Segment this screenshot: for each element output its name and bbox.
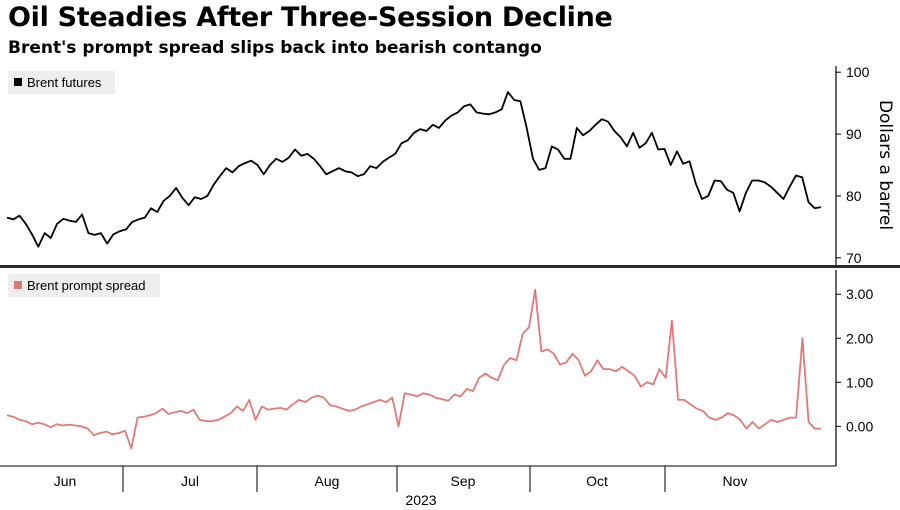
- panel-divider: [0, 265, 900, 268]
- top-y-axis-label: Dollars a barrel: [875, 100, 895, 230]
- prompt-spread-series: [6, 288, 821, 450]
- top-y-tick-label: 80: [846, 188, 862, 204]
- bottom-y-tick-label: 2.00: [846, 330, 873, 346]
- top-legend-swatch: [14, 78, 22, 86]
- top-legend-label: Brent futures: [27, 75, 102, 90]
- x-tick-label: Aug: [315, 473, 340, 489]
- x-tick-label: Jul: [181, 473, 199, 489]
- brent-futures-panel: 70 80 90 100 Brent futures Dollars a barrel: [6, 64, 895, 266]
- bottom-legend: Brent prompt spread: [8, 274, 160, 297]
- bottom-y-tick-label: 3.00: [846, 286, 873, 302]
- top-y-tick-label: 90: [846, 126, 862, 142]
- chart-subtitle: Brent's prompt spread slips back into be…: [8, 38, 542, 58]
- top-legend: Brent futures: [8, 71, 115, 94]
- top-y-tick-label: 100: [846, 64, 870, 80]
- x-tick-label: Jun: [54, 473, 77, 489]
- bottom-legend-swatch: [14, 281, 22, 289]
- bottom-legend-label: Brent prompt spread: [27, 278, 146, 293]
- bottom-legend-box: [8, 274, 160, 297]
- chart-title: Oil Steadies After Three-Session Decline: [8, 2, 613, 33]
- prompt-spread-panel: 0.00 1.00 2.00 3.00 Brent prompt spread: [6, 270, 873, 466]
- bottom-y-tick-label: 1.00: [846, 374, 873, 390]
- top-legend-box: [8, 71, 115, 94]
- top-y-tick-label: 70: [846, 250, 862, 266]
- x-axis: Jun Jul Aug Sep Oct Nov 2023: [0, 465, 836, 508]
- x-tick-label: Oct: [586, 473, 608, 489]
- bottom-series-line: [6, 288, 821, 450]
- bottom-y-ticks: 0.00 1.00 2.00 3.00: [836, 286, 873, 434]
- x-tick-label: Nov: [723, 473, 748, 489]
- x-axis-year-label: 2023: [405, 492, 436, 508]
- x-ticks: Jun Jul Aug Sep Oct Nov: [54, 466, 748, 492]
- bottom-y-tick-label: 0.00: [846, 418, 873, 434]
- brent-futures-series: [6, 91, 822, 248]
- top-series-line: [6, 91, 822, 248]
- top-y-ticks: 70 80 90 100: [836, 64, 870, 266]
- x-tick-label: Sep: [451, 473, 476, 489]
